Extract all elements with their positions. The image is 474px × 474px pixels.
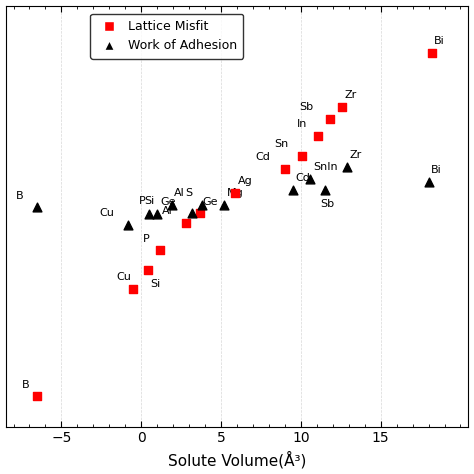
Point <box>198 201 206 209</box>
Point <box>125 221 132 228</box>
Text: Cu: Cu <box>116 272 131 282</box>
Text: Si: Si <box>145 196 155 206</box>
Point <box>315 132 322 140</box>
Point <box>34 392 41 400</box>
Text: Al: Al <box>174 188 185 198</box>
Text: Mg: Mg <box>227 188 243 198</box>
Text: B: B <box>22 380 29 390</box>
Point <box>197 210 204 217</box>
Point <box>299 152 306 160</box>
Point <box>289 186 297 194</box>
Text: Zr: Zr <box>349 150 362 160</box>
Text: SnIn: SnIn <box>313 162 337 172</box>
Text: Sn: Sn <box>274 139 289 149</box>
Text: Bi: Bi <box>434 36 445 46</box>
Point <box>321 186 328 194</box>
Point <box>182 219 190 227</box>
Text: Sb: Sb <box>320 199 334 209</box>
Text: Cd: Cd <box>295 173 310 183</box>
Text: Ge: Ge <box>203 197 218 207</box>
Text: B: B <box>16 191 23 201</box>
Text: In: In <box>297 119 307 129</box>
Text: Zr: Zr <box>345 90 357 100</box>
Legend: Lattice Misfit, Work of Adhesion: Lattice Misfit, Work of Adhesion <box>91 14 243 59</box>
X-axis label: Solute Volume(Å³): Solute Volume(Å³) <box>168 451 306 468</box>
Point <box>156 246 164 254</box>
Text: Si: Si <box>150 279 160 289</box>
Point <box>154 210 161 218</box>
Text: Sb: Sb <box>300 102 314 112</box>
Point <box>232 189 239 197</box>
Point <box>326 115 333 123</box>
Point <box>144 266 151 274</box>
Point <box>168 201 175 209</box>
Point <box>281 165 289 173</box>
Text: P: P <box>139 196 146 206</box>
Text: P: P <box>143 234 149 244</box>
Text: Bi: Bi <box>431 165 442 175</box>
Point <box>34 204 41 211</box>
Point <box>129 285 137 293</box>
Text: Ag: Ag <box>238 176 253 186</box>
Text: S: S <box>185 188 192 198</box>
Point <box>425 178 432 185</box>
Point <box>220 201 228 209</box>
Point <box>428 49 436 56</box>
Point <box>146 210 153 218</box>
Point <box>189 210 196 217</box>
Point <box>343 163 351 171</box>
Point <box>338 103 346 111</box>
Text: Cu: Cu <box>99 208 114 218</box>
Text: Ge: Ge <box>161 197 176 207</box>
Text: Al: Al <box>163 206 173 216</box>
Point <box>307 175 314 183</box>
Text: Cd: Cd <box>255 152 271 162</box>
